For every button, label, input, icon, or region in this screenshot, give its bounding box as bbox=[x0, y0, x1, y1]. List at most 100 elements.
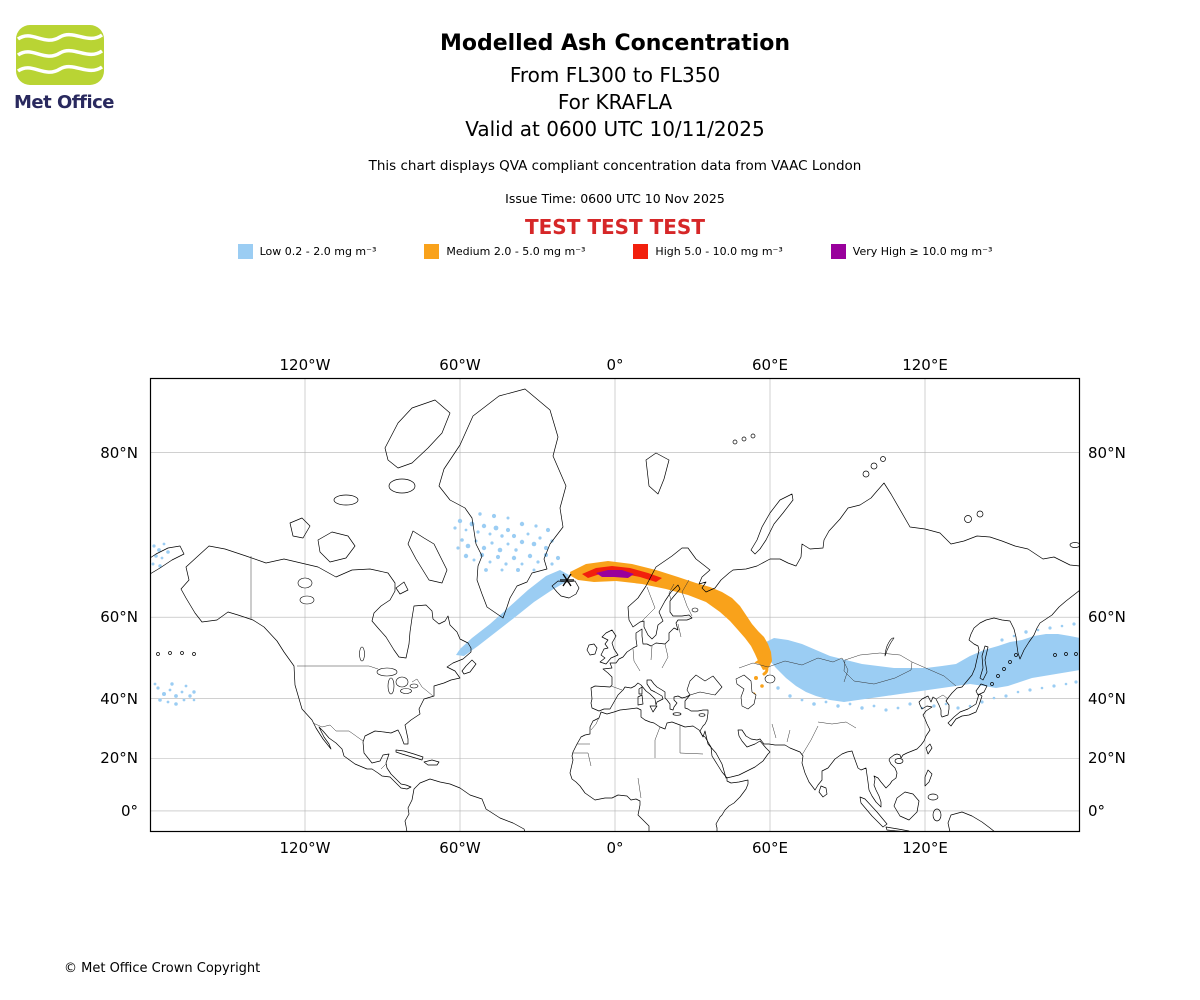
lake-michigan bbox=[387, 677, 395, 695]
tick-bottom-120w: 120°W bbox=[280, 839, 331, 857]
subtitle-volcano: For KRAFLA bbox=[557, 90, 673, 114]
legend-swatch-medium bbox=[424, 244, 440, 259]
tick-top-120e: 120°E bbox=[902, 356, 948, 374]
ash-veryhigh-region bbox=[596, 570, 634, 578]
ash-low-region bbox=[151, 512, 1080, 712]
map-frame bbox=[149, 377, 1081, 833]
coast-taiwan bbox=[925, 743, 933, 755]
country-borders bbox=[250, 556, 957, 799]
legend-label-veryhigh: Very High ≥ 10.0 mg m⁻³ bbox=[852, 245, 993, 258]
subtitle-valid-time: Valid at 0600 UTC 10/11/2025 bbox=[465, 117, 765, 141]
great-slave-lake bbox=[299, 595, 315, 605]
coast-new-guinea bbox=[947, 811, 996, 832]
tick-top-120w: 120°W bbox=[280, 356, 331, 374]
coast-honshu bbox=[947, 693, 983, 727]
coast-north-america bbox=[180, 545, 472, 790]
tick-right-20n: 20°N bbox=[1088, 749, 1126, 767]
tick-left-40n: 40°N bbox=[100, 690, 138, 708]
coast-new-siberian-islands bbox=[964, 510, 984, 523]
coast-sakhalin bbox=[979, 645, 989, 681]
legend-item-low: Low 0.2 - 2.0 mg m⁻³ bbox=[237, 244, 377, 259]
map-area: 120°W 60°W 0° 60°E 120°E 120°W 60°W 0° 6… bbox=[60, 340, 1140, 870]
logo-wave-2 bbox=[16, 48, 104, 58]
coast-severnaya-zemlya bbox=[862, 456, 886, 478]
coast-sumatra bbox=[859, 796, 888, 828]
tick-bottom-60e: 60°E bbox=[752, 839, 788, 857]
subtitle-flight-levels: From FL300 to FL350 bbox=[509, 63, 721, 87]
lake-ontario bbox=[409, 683, 419, 689]
legend-swatch-high bbox=[633, 244, 649, 259]
coast-south-america bbox=[404, 778, 526, 832]
inland-waters bbox=[297, 577, 895, 710]
coast-devon-island bbox=[388, 478, 416, 494]
coast-sicily bbox=[649, 705, 658, 713]
aral-sea bbox=[764, 674, 776, 684]
great-bear-lake bbox=[297, 577, 313, 589]
coast-sulawesi bbox=[932, 808, 942, 822]
caspian-sea bbox=[735, 674, 757, 710]
lat-tick-labels-left: 80°N 60°N 40°N 20°N 0° bbox=[100, 444, 138, 820]
legend-label-low: Low 0.2 - 2.0 mg m⁻³ bbox=[259, 245, 377, 258]
ash-low-speckle-dateline-mid bbox=[153, 682, 196, 706]
world-map: 120°W 60°W 0° 60°E 120°E 120°W 60°W 0° 6… bbox=[100, 356, 1126, 857]
tick-top-0: 0° bbox=[606, 356, 623, 374]
coast-svalbard bbox=[645, 452, 670, 495]
coast-hokkaido bbox=[975, 683, 988, 696]
tick-right-60n: 60°N bbox=[1088, 608, 1126, 626]
tick-right-80n: 80°N bbox=[1088, 444, 1126, 462]
coast-greenland bbox=[438, 388, 567, 619]
ash-medium-tail bbox=[754, 644, 769, 676]
met-office-logo-graphic bbox=[16, 25, 104, 85]
coast-mindanao bbox=[927, 793, 939, 801]
coast-wrangel-island bbox=[1069, 542, 1080, 548]
tick-right-40n: 40°N bbox=[1088, 690, 1126, 708]
legend-item-medium: Medium 2.0 - 5.0 mg m⁻³ bbox=[424, 244, 585, 259]
logo-wave-1 bbox=[16, 32, 104, 42]
page-title: Modelled Ash Concentration bbox=[439, 31, 791, 56]
lon-tick-labels-bottom: 120°W 60°W 0° 60°E 120°E bbox=[280, 839, 948, 857]
legend-label-medium: Medium 2.0 - 5.0 mg m⁻³ bbox=[446, 245, 586, 258]
legend: Low 0.2 - 2.0 mg m⁻³ Medium 2.0 - 5.0 mg… bbox=[30, 244, 1200, 259]
lake-baikal bbox=[884, 637, 895, 657]
tick-left-0: 0° bbox=[121, 802, 138, 820]
coastlines bbox=[150, 388, 1080, 832]
coast-cuba bbox=[395, 749, 424, 761]
coast-hispaniola bbox=[423, 759, 440, 766]
legend-swatch-low bbox=[237, 244, 253, 259]
coast-ireland bbox=[586, 643, 598, 656]
coast-luzon bbox=[924, 769, 933, 787]
lake-ladoga bbox=[691, 607, 699, 613]
test-banner: TEST TEST TEST bbox=[525, 215, 705, 239]
volcano-marker bbox=[560, 573, 574, 587]
coast-franz-josef-land bbox=[732, 433, 756, 445]
lake-erie bbox=[400, 688, 412, 694]
lon-tick-labels-top: 120°W 60°W 0° 60°E 120°E bbox=[280, 356, 948, 374]
tick-left-60n: 60°N bbox=[100, 608, 138, 626]
coast-hainan bbox=[894, 758, 904, 764]
tick-top-60e: 60°E bbox=[752, 356, 788, 374]
copyright-notice: © Met Office Crown Copyright bbox=[64, 961, 261, 976]
coast-corsica bbox=[638, 686, 643, 695]
graticule bbox=[150, 378, 1080, 832]
coast-chukotka-west bbox=[150, 545, 185, 575]
tick-bottom-0: 0° bbox=[606, 839, 623, 857]
tick-right-0: 0° bbox=[1088, 802, 1105, 820]
coast-borneo bbox=[893, 791, 920, 821]
coast-sri-lanka bbox=[818, 785, 828, 798]
lat-tick-labels-right: 80°N 60°N 40°N 20°N 0° bbox=[1088, 444, 1126, 820]
coast-sardinia bbox=[637, 694, 644, 706]
coast-victoria-island bbox=[317, 531, 356, 563]
coast-eurasia bbox=[590, 482, 1080, 808]
coast-kuril-islands bbox=[990, 653, 1018, 686]
coast-melville-island bbox=[333, 494, 359, 506]
lake-winnipeg bbox=[359, 646, 365, 662]
issue-time: Issue Time: 0600 UTC 10 Nov 2025 bbox=[505, 191, 725, 206]
ash-high-region bbox=[582, 566, 662, 582]
logo-wave-3 bbox=[16, 64, 104, 74]
tick-bottom-120e: 120°E bbox=[902, 839, 948, 857]
coast-great-britain bbox=[599, 629, 619, 665]
coast-aleutian-islands bbox=[156, 651, 1078, 657]
lake-huron bbox=[395, 676, 409, 688]
coast-baffin-island bbox=[407, 530, 448, 584]
